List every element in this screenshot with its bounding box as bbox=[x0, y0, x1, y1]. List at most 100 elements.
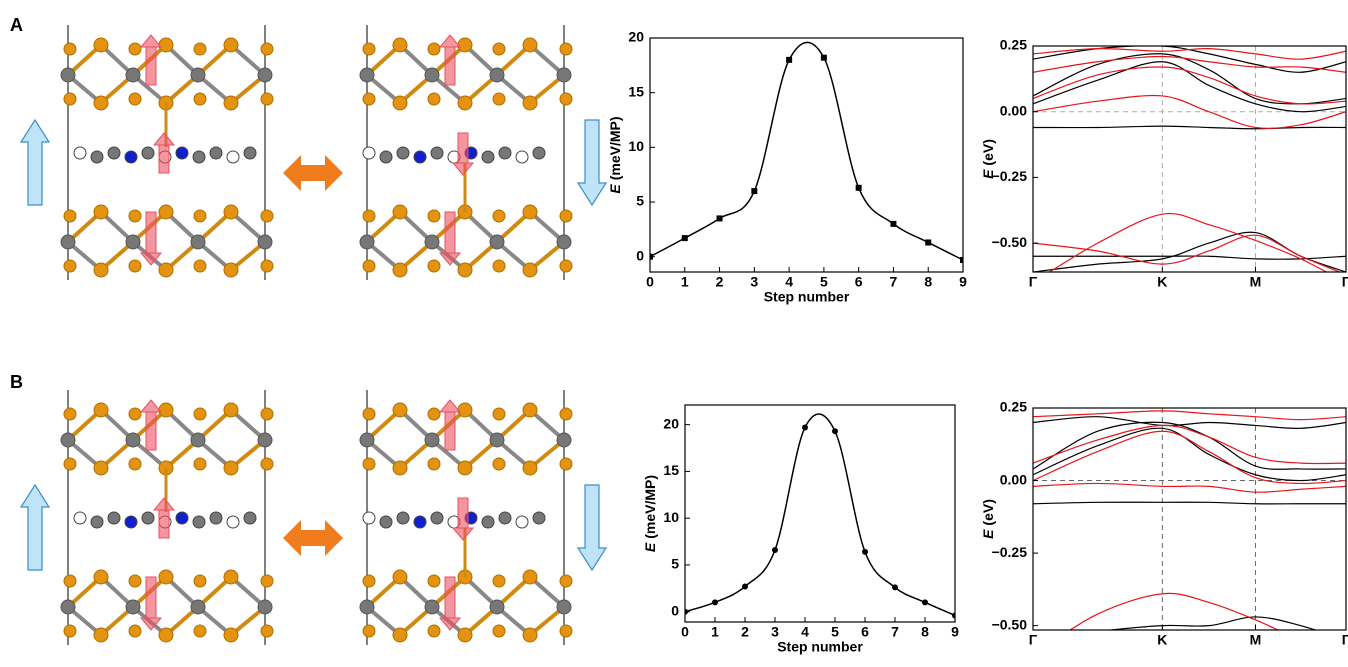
s-atom bbox=[392, 262, 408, 278]
metal-atom bbox=[556, 234, 572, 250]
axes-frame bbox=[1032, 407, 1347, 631]
s-atom bbox=[362, 42, 376, 56]
s-atom bbox=[193, 574, 207, 588]
x-tick-label: M bbox=[1250, 632, 1262, 648]
s-atom bbox=[362, 407, 376, 421]
band bbox=[1033, 501, 1346, 505]
polarization-arrow bbox=[457, 132, 469, 164]
s-atom bbox=[522, 95, 538, 111]
molecule-atom bbox=[90, 515, 104, 529]
x-tick-label: 5 bbox=[831, 624, 839, 640]
molecule-atom bbox=[396, 511, 410, 525]
s-atom bbox=[93, 204, 109, 220]
metal-atom bbox=[424, 432, 440, 448]
x-tick-label: 3 bbox=[750, 274, 758, 290]
band bbox=[1033, 234, 1342, 272]
point bbox=[716, 215, 723, 222]
band bbox=[1033, 125, 1346, 130]
y-tick-label: −0.50 bbox=[992, 234, 1028, 250]
s-atom bbox=[522, 402, 538, 418]
plot-area bbox=[1033, 46, 1346, 272]
metal-atom bbox=[489, 599, 505, 615]
molecule-atom bbox=[73, 511, 87, 525]
point bbox=[890, 220, 897, 227]
band bbox=[1033, 55, 1346, 73]
y-tick-label: 20 bbox=[628, 29, 644, 45]
panel-label: A bbox=[10, 15, 23, 35]
s-atom bbox=[522, 37, 538, 53]
s-atom bbox=[427, 407, 441, 421]
molecule-atom bbox=[243, 511, 257, 525]
y-tick-label: 10 bbox=[628, 138, 644, 154]
band bbox=[1105, 616, 1318, 630]
molecule-atom bbox=[430, 146, 444, 160]
s-atom bbox=[492, 42, 506, 56]
x-tick-label: Γ bbox=[1029, 632, 1038, 648]
energy-curve bbox=[650, 41, 963, 261]
s-atom bbox=[392, 627, 408, 643]
s-atom bbox=[193, 407, 207, 421]
molecule-atom bbox=[430, 511, 444, 525]
s-atom bbox=[223, 627, 239, 643]
s-atom bbox=[128, 42, 142, 56]
x-tick-label: Γ bbox=[1342, 274, 1348, 290]
direction-arrow bbox=[576, 484, 608, 572]
s-atom bbox=[559, 92, 573, 106]
s-atom bbox=[63, 42, 77, 56]
point bbox=[862, 548, 868, 555]
y-tick-label: 10 bbox=[663, 509, 679, 525]
structures bbox=[19, 25, 608, 645]
band bbox=[1033, 53, 1346, 105]
panel-label: B bbox=[10, 372, 23, 392]
s-atom bbox=[362, 209, 376, 223]
point bbox=[772, 546, 778, 553]
s-atom bbox=[93, 569, 109, 585]
y-tick-label: 15 bbox=[663, 462, 679, 478]
y-axis-label: E (meV/MP) bbox=[642, 475, 658, 552]
s-atom bbox=[362, 624, 376, 638]
s-atom bbox=[63, 209, 77, 223]
s-atom bbox=[93, 402, 109, 418]
s-atom bbox=[260, 574, 274, 588]
y-axis-unit: (meV/MP) bbox=[642, 475, 658, 539]
s-atom bbox=[559, 407, 573, 421]
polarization-arrow-head bbox=[438, 617, 462, 631]
polarization-arrow-head bbox=[451, 162, 475, 176]
y-axis-symbol: E bbox=[642, 542, 658, 552]
s-atom bbox=[260, 209, 274, 223]
s-atom bbox=[93, 262, 109, 278]
polarization-arrow bbox=[444, 211, 456, 254]
metal-atom bbox=[125, 599, 141, 615]
s-atom bbox=[93, 95, 109, 111]
s-atom bbox=[128, 624, 142, 638]
metal-atom bbox=[257, 67, 273, 83]
polarization-arrow-head bbox=[139, 617, 163, 631]
polarization-arrow-head bbox=[139, 34, 163, 48]
band bbox=[1048, 212, 1328, 272]
s-atom bbox=[193, 209, 207, 223]
s-atom bbox=[193, 259, 207, 273]
metal-atom bbox=[257, 234, 273, 250]
molecule-atom bbox=[107, 511, 121, 525]
molecule-atom bbox=[107, 146, 121, 160]
x-tick-label: Γ bbox=[1342, 632, 1348, 648]
y-tick-label: 0 bbox=[671, 602, 679, 618]
band bbox=[1033, 430, 1346, 485]
s-atom bbox=[492, 209, 506, 223]
s-atom bbox=[392, 37, 408, 53]
s-atom bbox=[559, 457, 573, 471]
bond bbox=[229, 43, 267, 77]
polarization-arrow-head bbox=[438, 34, 462, 48]
y-axis-unit: (eV) bbox=[980, 499, 996, 525]
metal-atom bbox=[424, 67, 440, 83]
molecule-atom bbox=[209, 146, 223, 160]
direction-arrow bbox=[576, 119, 608, 207]
s-atom bbox=[457, 402, 473, 418]
s-atom bbox=[93, 37, 109, 53]
s-atom bbox=[193, 92, 207, 106]
direction-arrow bbox=[19, 118, 51, 206]
plot-area bbox=[650, 41, 963, 263]
y-axis-symbol: E bbox=[980, 529, 996, 539]
point bbox=[922, 599, 928, 606]
